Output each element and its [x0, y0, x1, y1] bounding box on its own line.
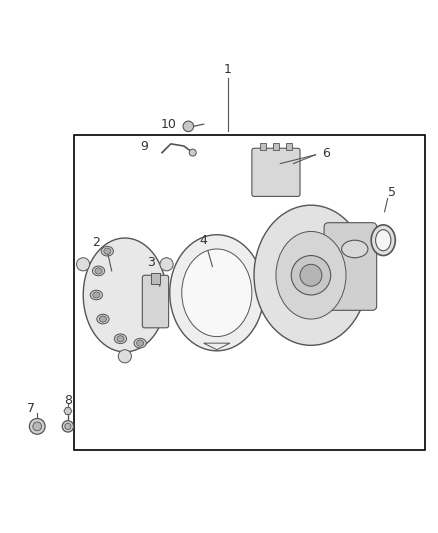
Ellipse shape [101, 246, 113, 256]
Text: 9: 9 [141, 140, 148, 152]
Ellipse shape [137, 340, 144, 346]
Ellipse shape [114, 334, 127, 344]
Ellipse shape [97, 314, 109, 324]
Ellipse shape [92, 266, 105, 276]
Ellipse shape [95, 268, 102, 274]
Circle shape [183, 121, 194, 132]
Polygon shape [204, 343, 230, 350]
FancyBboxPatch shape [252, 148, 300, 197]
Circle shape [33, 422, 42, 431]
Ellipse shape [90, 290, 102, 300]
Ellipse shape [182, 249, 252, 336]
Ellipse shape [93, 292, 100, 298]
Text: 1: 1 [224, 63, 232, 76]
FancyBboxPatch shape [142, 275, 169, 328]
Text: 10: 10 [161, 118, 177, 131]
Text: 6: 6 [322, 147, 330, 160]
Bar [260, 142, 266, 150]
Ellipse shape [371, 225, 396, 255]
Circle shape [300, 264, 322, 286]
Ellipse shape [83, 238, 166, 352]
Ellipse shape [99, 316, 106, 322]
Ellipse shape [342, 240, 368, 258]
Circle shape [29, 418, 45, 434]
Bar [286, 142, 292, 150]
Circle shape [65, 423, 71, 430]
Bar [74, 135, 425, 450]
Circle shape [160, 258, 173, 271]
Circle shape [291, 255, 331, 295]
Circle shape [77, 258, 90, 271]
Circle shape [118, 350, 131, 363]
Ellipse shape [170, 235, 264, 351]
Ellipse shape [104, 248, 111, 254]
Text: 5: 5 [388, 185, 396, 198]
Bar [151, 273, 160, 284]
Ellipse shape [134, 338, 146, 348]
Circle shape [189, 149, 196, 156]
Polygon shape [64, 408, 72, 415]
Ellipse shape [375, 230, 391, 251]
Bar [273, 142, 279, 150]
Ellipse shape [254, 205, 368, 345]
Text: 3: 3 [147, 256, 155, 269]
Ellipse shape [117, 336, 124, 342]
Ellipse shape [276, 231, 346, 319]
Text: 7: 7 [27, 402, 35, 415]
Circle shape [62, 421, 74, 432]
FancyBboxPatch shape [324, 223, 377, 310]
Text: 4: 4 [200, 233, 208, 247]
Text: 2: 2 [92, 236, 100, 249]
Text: 8: 8 [64, 393, 72, 407]
